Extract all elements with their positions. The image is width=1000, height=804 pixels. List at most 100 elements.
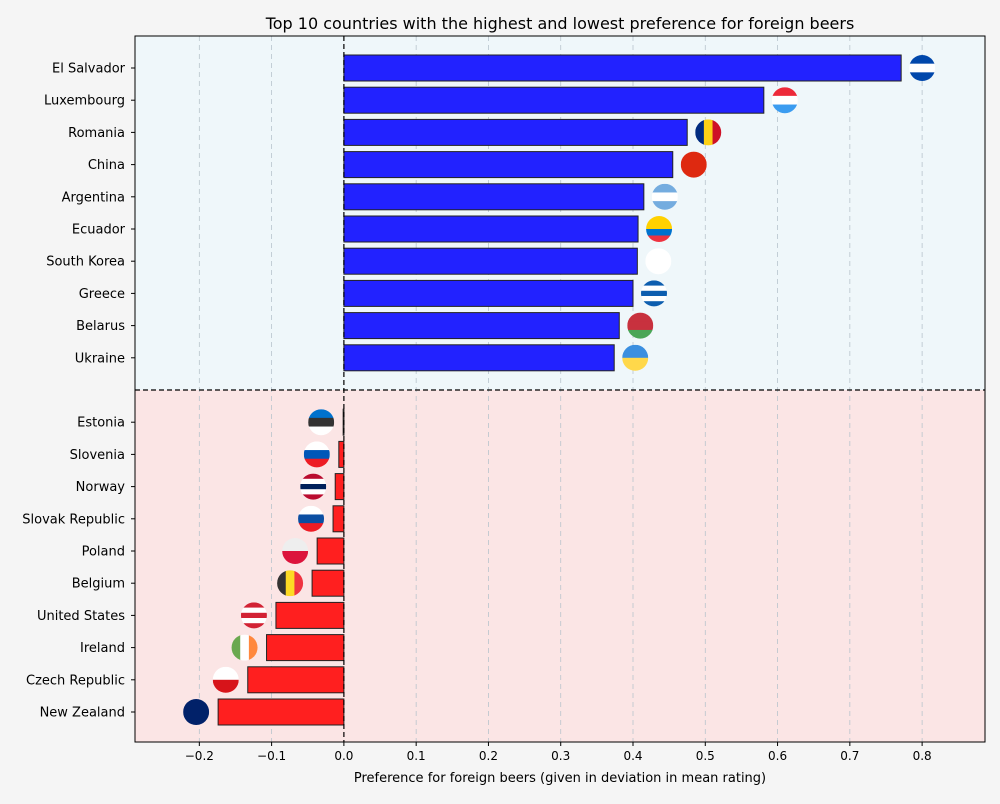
bar-belarus <box>343 312 620 340</box>
flag-stripe <box>771 104 798 114</box>
flag-icon <box>303 441 330 468</box>
flag-stripe <box>703 119 714 146</box>
flag-icon <box>695 119 722 146</box>
flag-stripe <box>308 426 335 436</box>
flag-stripe <box>240 612 267 619</box>
flag-stripe <box>627 312 654 322</box>
flag-stripe <box>622 344 649 359</box>
flag-stripe <box>183 699 210 725</box>
flag-stripe <box>646 216 673 223</box>
flag-icon <box>641 280 668 307</box>
y-tick-label: Argentina <box>62 190 125 205</box>
y-tick-label: Luxembourg <box>44 94 125 109</box>
bar-argentina <box>343 183 645 211</box>
flag-stripe <box>627 321 654 331</box>
y-tick-label: United States <box>37 609 125 624</box>
flag-stripe <box>909 72 936 81</box>
bar-united-states <box>275 601 345 629</box>
flag-stripe <box>645 248 672 275</box>
flag-stripe <box>303 450 330 460</box>
flag-icon <box>212 666 239 693</box>
x-tick-label: 0.8 <box>913 749 932 763</box>
flag-stripe <box>308 409 335 419</box>
flag-stripe <box>303 441 330 451</box>
flag-icon <box>645 248 672 275</box>
x-tick-label: 0.1 <box>407 749 426 763</box>
flag-stripe <box>646 229 673 236</box>
flag-stripe <box>680 151 707 178</box>
flag-stripe <box>248 634 258 661</box>
flag-stripe <box>622 357 649 371</box>
bar-belgium <box>311 569 345 597</box>
flag-stripe <box>240 634 250 661</box>
bar-slovak-republic <box>332 505 345 533</box>
bar-romania <box>343 118 688 146</box>
flag-stripe <box>641 285 668 292</box>
flag-stripe <box>212 666 239 681</box>
flag-stripe <box>285 570 295 597</box>
flag-icon <box>282 538 309 564</box>
flag-stripe <box>300 494 327 500</box>
y-tick-label: Belgium <box>72 577 125 592</box>
flag-stripe <box>695 119 705 146</box>
x-tick-label: 0.0 <box>334 749 353 763</box>
bar-slovenia <box>338 440 345 468</box>
flag-stripe <box>240 623 267 629</box>
bar-ecuador <box>343 215 639 243</box>
flag-stripe <box>300 484 327 490</box>
flag-stripe <box>298 514 325 524</box>
flag-stripe <box>298 523 325 532</box>
x-tick-label: 0.5 <box>696 749 715 763</box>
flag-icon <box>298 505 325 532</box>
y-tick-label: Greece <box>79 287 125 302</box>
flag-stripe <box>308 417 335 428</box>
flag-stripe <box>771 87 798 97</box>
bar-luxembourg <box>343 86 765 114</box>
x-tick-label: 0.4 <box>623 749 642 763</box>
flag-stripe <box>294 570 304 597</box>
flag-stripe <box>641 290 668 297</box>
flag-stripe <box>909 63 936 73</box>
y-tick-label: Czech Republic <box>26 673 125 688</box>
flag-icon <box>680 151 707 178</box>
x-axis-label: Preference for foreign beers (given in d… <box>354 771 766 786</box>
bar-greece <box>343 279 634 307</box>
bar-ukraine <box>343 344 615 372</box>
flag-stripe <box>300 473 327 480</box>
y-tick-label: Ecuador <box>72 223 126 238</box>
flag-icon <box>183 699 210 725</box>
flag-stripe <box>240 607 267 614</box>
y-tick-label: Slovak Republic <box>22 512 125 527</box>
flag-icon <box>240 602 267 629</box>
bar-poland <box>316 537 345 565</box>
x-tick-label: 0.6 <box>768 749 787 763</box>
y-tick-label: Slovenia <box>70 448 125 463</box>
flag-icon <box>646 216 673 242</box>
flag-stripe <box>641 280 668 287</box>
flag-stripe <box>300 478 327 485</box>
bar-ireland <box>266 634 345 662</box>
flag-stripe <box>627 329 654 339</box>
y-tick-label: China <box>88 158 125 173</box>
flag-stripe <box>909 55 936 65</box>
y-tick-label: Estonia <box>77 416 125 431</box>
x-tick-label: 0.2 <box>479 749 498 763</box>
bar-norway <box>334 473 345 501</box>
x-tick-label: −0.2 <box>185 749 214 763</box>
flag-stripe <box>646 222 673 230</box>
bar-el-salvador <box>343 54 902 82</box>
x-tick-label: 0.7 <box>840 749 859 763</box>
flag-stripe <box>240 618 267 624</box>
y-tick-label: Ireland <box>80 641 125 656</box>
plot-frame <box>134 35 986 743</box>
flag-stripe <box>641 301 668 307</box>
y-tick-label: Romania <box>68 126 125 141</box>
bar-czech-republic <box>247 666 345 694</box>
flag-icon <box>909 55 936 81</box>
flag-stripe <box>641 296 668 302</box>
flag-stripe <box>771 95 798 106</box>
flag-stripe <box>231 634 241 661</box>
flag-stripe <box>712 119 722 146</box>
